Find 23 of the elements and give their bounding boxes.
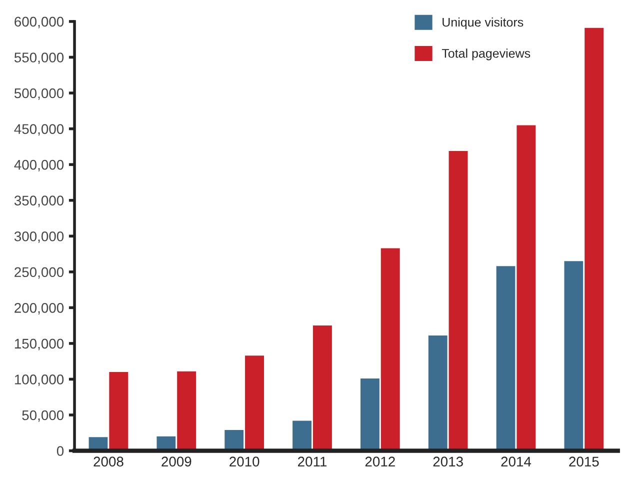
y-tick-label: 450,000 xyxy=(14,124,64,136)
legend-label: Total pageviews xyxy=(442,48,530,60)
legend-label: Unique visitors xyxy=(442,17,524,30)
y-tick-label: 150,000 xyxy=(14,338,64,350)
x-tick-label: 2009 xyxy=(162,456,192,467)
y-tick-label: 100,000 xyxy=(14,374,64,386)
y-tick-label: 200,000 xyxy=(14,303,64,314)
y-tick-label: 600,000 xyxy=(14,16,64,28)
y-tick-label: 0 xyxy=(56,446,64,456)
x-tick-label: 2011 xyxy=(298,456,327,467)
x-tick-label: 2008 xyxy=(94,456,124,467)
y-tick-label: 550,000 xyxy=(14,52,64,64)
y-tick-label: 250,000 xyxy=(14,267,64,279)
y-tick-label: 50,000 xyxy=(22,410,64,422)
x-tick-label: 2015 xyxy=(569,456,599,467)
y-tick-label: 400,000 xyxy=(14,160,64,172)
x-tick-label: 2010 xyxy=(230,456,260,467)
x-tick-label: 2014 xyxy=(501,456,532,467)
x-tick-label: 2012 xyxy=(365,456,395,467)
y-tick-label: 300,000 xyxy=(14,231,64,243)
y-tick-label: 350,000 xyxy=(14,196,64,208)
y-tick-label: 500,000 xyxy=(14,88,64,100)
x-tick-label: 2013 xyxy=(433,456,463,467)
